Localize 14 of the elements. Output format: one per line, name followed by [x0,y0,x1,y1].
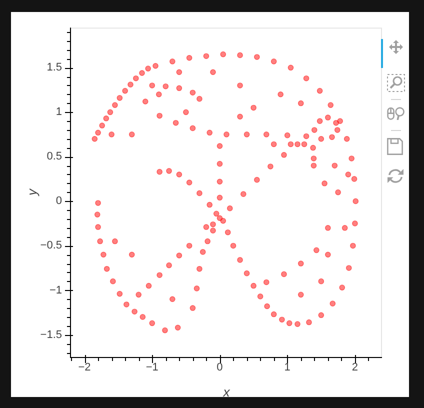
y-tick-label: 0.5 [46,150,62,163]
x-tick-label: 2 [352,362,358,374]
y-tick-label: −1.5 [40,328,62,341]
y-tick-label: 1 [56,106,62,118]
x-axis-title: x [222,384,230,400]
y-tick-label: 0 [56,195,62,208]
x-tick-label: 0 [216,362,223,374]
x-tick-label: −2 [78,362,91,374]
x-tick-label: 1 [284,362,290,374]
x-tick-label: −1 [146,362,158,374]
y-tick-label: −1 [49,284,62,296]
y-tick-label: −0.5 [40,240,62,252]
y-axis-title: y [24,188,40,197]
y-tick-label: 1.5 [46,62,62,74]
